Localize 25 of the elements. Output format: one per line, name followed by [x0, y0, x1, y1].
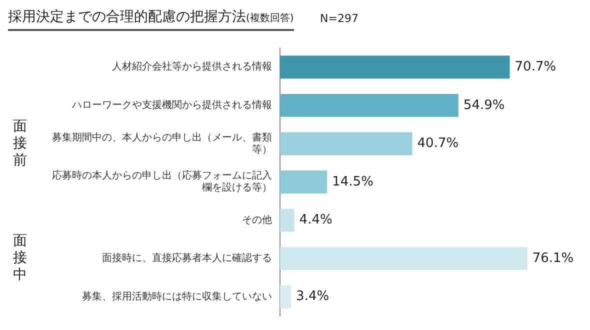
bar: [280, 56, 510, 79]
y-tick-label: 応募時の本人からの申し出（応募フォームに記入欄を設ける等）: [52, 170, 272, 194]
y-tick-label: 募集、採用活動時には特に収集していない: [82, 290, 272, 302]
bar: [280, 132, 412, 156]
text: N=297: [320, 12, 358, 25]
bar: [280, 285, 292, 308]
text: 面接中: [13, 233, 27, 284]
data-label: 76.1%: [532, 250, 574, 266]
bar: [280, 247, 528, 270]
data-label: 14.5%: [332, 174, 374, 190]
y-tick-label: その他: [242, 214, 272, 226]
bar: [280, 208, 294, 232]
text: 面接前: [13, 118, 27, 168]
y-tick-label: ハローワークや支援機関から提供される情報: [71, 99, 272, 112]
data-label: 54.9%: [463, 98, 505, 113]
bar: [280, 94, 458, 117]
data-label: 40.7%: [417, 136, 459, 152]
y-tick-label: 面接時に、直接応募者本人に確認する: [102, 252, 272, 264]
bar: [280, 170, 328, 194]
data-label: 3.4%: [296, 289, 330, 304]
data-label: 4.4%: [299, 212, 332, 228]
data-label: 70.7%: [514, 60, 556, 75]
y-tick-label: 人材紹介会社等から提供される情報: [112, 60, 272, 73]
chart-subtitle: (複数回答): [246, 13, 294, 24]
y-tick-label: 募集期間中の、本人からの申し出（メール、書類等）: [52, 131, 272, 156]
